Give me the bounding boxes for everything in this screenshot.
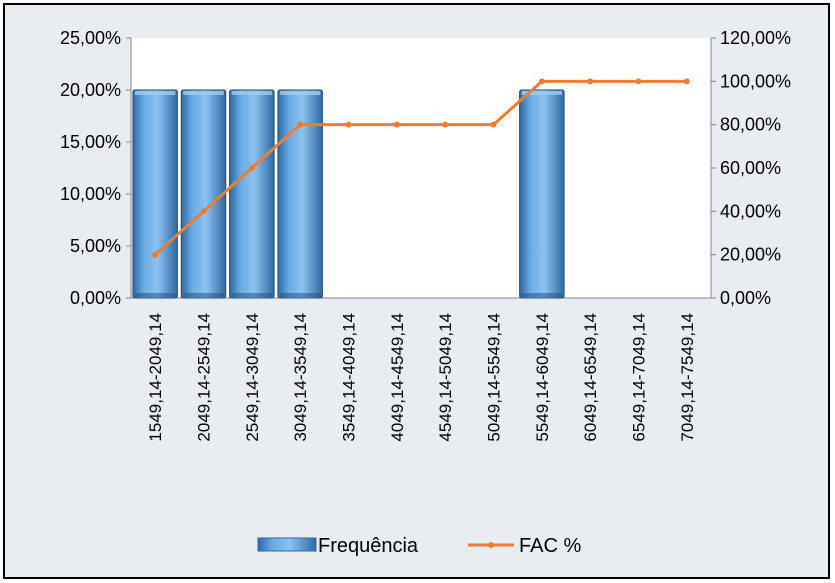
legend-label-frequencia: Frequência (318, 535, 419, 557)
bar-bottom-shade (134, 293, 176, 297)
legend-swatch-marker (488, 542, 494, 548)
bar-top-highlight (279, 91, 321, 95)
right-tick-label: 0,00% (720, 288, 771, 308)
legend-label-fac: FAC % (519, 535, 581, 557)
bar-bottom-shade (183, 293, 224, 297)
bar-top-highlight (231, 91, 273, 95)
right-tick-label: 120,00% (720, 28, 791, 48)
bar-body (519, 89, 565, 299)
category-label: 4049,14-4549,14 (388, 313, 407, 442)
category-label: 3549,14-4049,14 (340, 313, 359, 442)
fac-point[interactable] (345, 121, 352, 128)
fac-point[interactable] (683, 78, 690, 85)
right-tick-label: 20,00% (720, 245, 781, 265)
category-label: 1549,14-2049,14 (146, 313, 165, 442)
category-label: 2549,14-3049,14 (243, 313, 262, 442)
legend-swatch-bar (257, 537, 317, 552)
bar[interactable] (519, 89, 565, 299)
fac-line (154, 79, 687, 256)
legend: Frequência FAC % (257, 535, 581, 557)
bar-top-highlight (521, 91, 563, 95)
right-tick-label: 100,00% (720, 71, 791, 91)
category-labels: 1549,14-2049,14 2049,14-2549,14 2549,14-30… (146, 313, 697, 442)
fac-point[interactable] (635, 78, 642, 85)
legend-item-fac[interactable]: FAC % (468, 535, 581, 557)
bar-bottom-shade (521, 293, 563, 297)
bar[interactable] (180, 89, 227, 299)
fac-point[interactable] (200, 208, 207, 215)
left-tick-label: 0,00% (70, 288, 121, 308)
right-tick-label: 60,00% (720, 158, 781, 178)
bar[interactable] (277, 89, 323, 299)
bar-top-highlight (183, 91, 224, 95)
left-tick-label: 5,00% (70, 236, 121, 256)
left-tick-label: 25,00% (60, 28, 121, 48)
bar-body (180, 89, 227, 299)
left-tick-label: 15,00% (60, 132, 121, 152)
fac-point[interactable] (538, 78, 545, 85)
bar-series (132, 89, 565, 299)
left-axis: 0,00% 5,00% 10,00% 15,00% 20,00% 25,00% (60, 28, 711, 308)
line-series (152, 78, 690, 258)
bar-bottom-shade (231, 293, 273, 297)
legend-item-frequencia[interactable]: Frequência (257, 535, 419, 557)
category-label: 7049,14-7549,14 (678, 313, 697, 442)
category-label: 6049,14-6549,14 (581, 313, 600, 442)
right-tick-label: 40,00% (720, 201, 781, 221)
fac-point[interactable] (442, 121, 449, 128)
category-label: 3049,14-3549,14 (291, 313, 310, 442)
bar-bottom-shade (279, 293, 321, 297)
bar-body (229, 89, 275, 299)
fac-point[interactable] (248, 165, 255, 171)
left-tick-label: 20,00% (60, 80, 121, 100)
right-axis: 0,00% 20,00% 40,00% 60,00% 80,00% 100,00% 120,… (710, 28, 791, 308)
fac-point[interactable] (393, 121, 400, 128)
bar-body (132, 89, 178, 299)
bar[interactable] (229, 89, 275, 299)
bar-body (277, 89, 323, 299)
category-label: 4549,14-5049,14 (436, 313, 455, 442)
category-label: 6549,14-7049,14 (630, 313, 649, 442)
left-tick-label: 10,00% (60, 184, 121, 204)
bar-top-highlight (134, 91, 176, 95)
fac-point[interactable] (152, 251, 159, 258)
bar[interactable] (132, 89, 178, 299)
category-label: 2049,14-2549,14 (195, 313, 214, 442)
fac-point[interactable] (490, 121, 497, 128)
category-label: 5049,14-5549,14 (485, 313, 504, 442)
fac-point[interactable] (297, 121, 304, 128)
category-label: 5549,14-6049,14 (533, 313, 552, 442)
right-tick-label: 80,00% (720, 115, 781, 135)
fac-point[interactable] (587, 78, 594, 85)
